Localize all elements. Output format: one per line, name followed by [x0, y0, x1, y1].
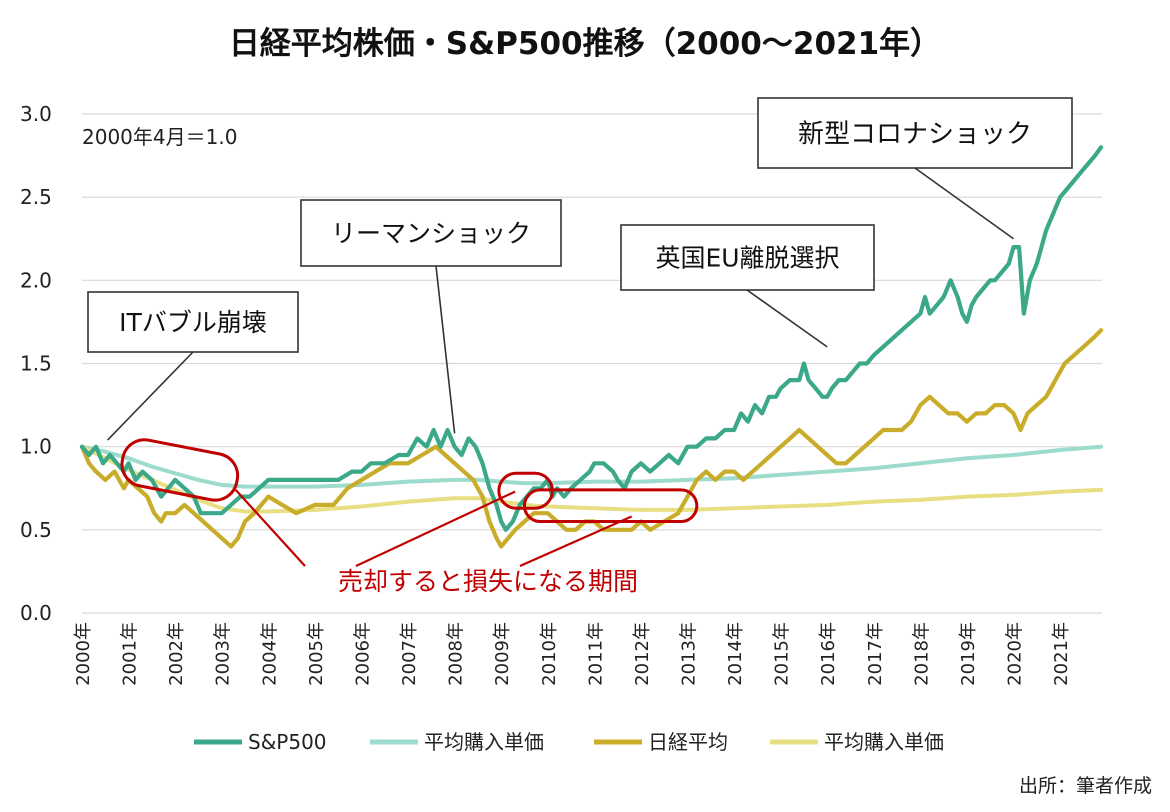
x-axis: 2000年 2001年 2002年 2003年 2004年 2005年 2006年 2007年… [73, 622, 1072, 686]
loss-period-outline [522, 488, 699, 524]
callout-leader-brexit [746, 289, 828, 348]
callout-box-brexit [620, 224, 875, 291]
callout-label-brexit: 英国EU離脱選択 [655, 244, 839, 273]
x-tick-label: 2009年 [492, 622, 513, 686]
legend-label-0: S&P500 [248, 730, 327, 754]
series-line-0 [79, 145, 1104, 532]
callout-label-it-bubble: ITバブル崩壊 [119, 308, 267, 337]
y-tick-label: 1.0 [20, 435, 52, 459]
legend-label-1: 平均購入単価 [424, 730, 544, 754]
x-tick-label: 2006年 [352, 622, 373, 686]
y-tick-label: 0.5 [20, 518, 52, 542]
y-tick-label: 1.5 [20, 352, 52, 376]
loss-period-outline [120, 438, 240, 502]
chart-title: 日経平均株価・S&P500推移（2000〜2021年） [229, 26, 941, 62]
x-tick-label: 2011年 [585, 622, 606, 686]
callout-leader-corona [914, 167, 1014, 240]
legend-label-3: 平均購入単価 [824, 730, 944, 754]
loss-period-connector [355, 490, 516, 567]
legend-label-2: 日経平均 [648, 730, 728, 754]
grid [82, 113, 1102, 614]
loss-period-connector [519, 515, 633, 568]
x-tick-label: 2002年 [166, 622, 187, 686]
x-tick-label: 2004年 [259, 622, 280, 686]
x-tick-label: 2015年 [772, 622, 793, 686]
loss-period-label: 売却すると損失になる期間 [338, 567, 638, 596]
x-tick-label: 2020年 [1005, 622, 1026, 686]
callout-leader-lehman [435, 265, 456, 434]
x-tick-label: 2000年 [73, 622, 94, 686]
x-tick-label: 2016年 [818, 622, 839, 686]
x-tick-label: 2017年 [865, 622, 886, 686]
callout-box-corona [757, 97, 1073, 169]
x-tick-label: 2021年 [1051, 622, 1072, 686]
callout-box-it-bubble [87, 291, 299, 353]
loss-period-highlights: 売却すると損失になる期間 [120, 438, 699, 596]
x-tick-label: 2019年 [958, 622, 979, 686]
chart-note: 2000年4月＝1.0 [82, 125, 237, 149]
source-note: 出所：筆者作成 [1019, 775, 1152, 797]
x-tick-label: 2008年 [446, 622, 467, 686]
x-tick-label: 2005年 [306, 622, 327, 686]
x-tick-label: 2003年 [213, 622, 234, 686]
x-tick-label: 2007年 [399, 622, 420, 686]
legend: S&P500 平均購入単価 日経平均 平均購入単価 [194, 730, 944, 754]
callout-leader-it-bubble [107, 351, 194, 441]
callout-label-lehman: リーマンショック [331, 219, 531, 248]
x-tick-label: 2013年 [678, 622, 699, 686]
x-tick-label: 2001年 [120, 622, 141, 686]
y-tick-label: 2.0 [20, 268, 52, 292]
loss-period-connector [234, 489, 306, 567]
series-line-2 [79, 328, 1104, 549]
y-tick-label: 3.0 [20, 102, 52, 126]
x-tick-label: 2012年 [632, 622, 653, 686]
x-tick-label: 2010年 [539, 622, 560, 686]
x-tick-label: 2014年 [725, 622, 746, 686]
callout-label-corona: 新型コロナショック [798, 119, 1032, 149]
y-tick-label: 0.0 [20, 601, 52, 625]
y-tick-label: 2.5 [20, 185, 52, 209]
callout-box-lehman [300, 199, 562, 267]
x-tick-label: 2018年 [911, 622, 932, 686]
y-axis: 0.0 0.5 1.0 1.5 2.0 2.5 3.0 [20, 102, 52, 625]
